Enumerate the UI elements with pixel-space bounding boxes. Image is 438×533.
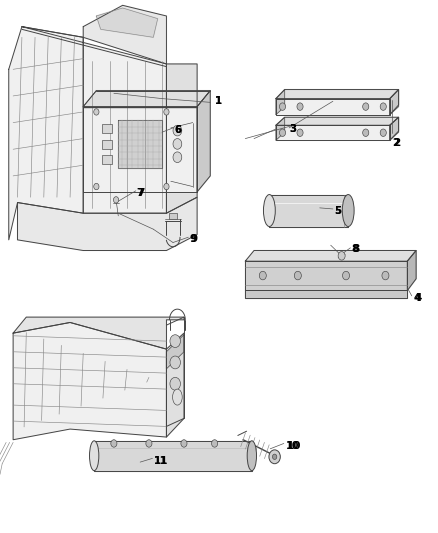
- Polygon shape: [276, 125, 390, 140]
- Circle shape: [382, 271, 389, 280]
- Circle shape: [94, 109, 99, 115]
- Polygon shape: [276, 99, 390, 115]
- Bar: [169, 213, 177, 219]
- Ellipse shape: [173, 389, 182, 405]
- Circle shape: [146, 440, 152, 447]
- Text: 9: 9: [190, 235, 197, 244]
- Circle shape: [181, 440, 187, 447]
- Text: 1: 1: [215, 96, 221, 106]
- Text: 7: 7: [137, 188, 143, 198]
- Circle shape: [272, 454, 277, 459]
- Text: 6: 6: [174, 125, 180, 134]
- Circle shape: [173, 139, 182, 149]
- Polygon shape: [18, 197, 197, 251]
- Circle shape: [380, 129, 386, 136]
- Text: 2: 2: [392, 138, 399, 148]
- Polygon shape: [83, 91, 210, 107]
- Text: 7: 7: [137, 188, 145, 198]
- Text: 9: 9: [190, 235, 196, 244]
- Circle shape: [363, 129, 369, 136]
- Circle shape: [111, 440, 117, 447]
- Text: 5: 5: [335, 206, 342, 216]
- Polygon shape: [166, 335, 184, 369]
- Text: 6: 6: [174, 125, 182, 134]
- Polygon shape: [407, 251, 416, 290]
- Circle shape: [113, 197, 119, 203]
- Circle shape: [170, 356, 180, 369]
- Polygon shape: [166, 333, 184, 437]
- Polygon shape: [276, 117, 399, 125]
- Ellipse shape: [342, 195, 354, 227]
- Ellipse shape: [247, 441, 257, 471]
- Ellipse shape: [89, 441, 99, 471]
- Circle shape: [173, 125, 182, 136]
- Circle shape: [164, 109, 169, 115]
- Text: 3: 3: [289, 124, 296, 134]
- Polygon shape: [390, 117, 399, 140]
- Circle shape: [294, 271, 301, 280]
- Circle shape: [259, 271, 266, 280]
- Circle shape: [279, 103, 286, 110]
- Text: 3: 3: [289, 124, 297, 134]
- Polygon shape: [83, 107, 197, 192]
- Polygon shape: [94, 441, 252, 471]
- Polygon shape: [13, 317, 184, 349]
- Polygon shape: [118, 120, 162, 168]
- Text: 1: 1: [215, 96, 222, 106]
- Polygon shape: [245, 290, 407, 298]
- Polygon shape: [96, 8, 158, 37]
- Circle shape: [343, 271, 350, 280]
- Polygon shape: [245, 261, 407, 290]
- Text: 2: 2: [393, 138, 400, 148]
- Circle shape: [380, 103, 386, 110]
- Text: 10: 10: [286, 441, 299, 450]
- Polygon shape: [22, 27, 166, 213]
- Text: 11: 11: [154, 456, 167, 465]
- Text: 10: 10: [286, 441, 301, 450]
- Polygon shape: [83, 5, 166, 64]
- Bar: [102, 124, 112, 133]
- Text: 11: 11: [154, 456, 169, 465]
- Circle shape: [297, 103, 303, 110]
- Circle shape: [338, 252, 345, 260]
- Circle shape: [173, 152, 182, 163]
- Polygon shape: [276, 117, 285, 140]
- Polygon shape: [13, 322, 166, 440]
- Circle shape: [279, 129, 286, 136]
- Circle shape: [170, 335, 180, 348]
- Text: 5: 5: [334, 206, 340, 216]
- Polygon shape: [166, 64, 197, 213]
- Text: 4: 4: [414, 294, 420, 303]
- Polygon shape: [197, 91, 210, 192]
- Circle shape: [212, 440, 218, 447]
- Polygon shape: [245, 251, 416, 261]
- Bar: [102, 155, 112, 164]
- Circle shape: [269, 450, 280, 464]
- Polygon shape: [9, 27, 83, 240]
- Polygon shape: [276, 90, 399, 99]
- Circle shape: [297, 129, 303, 136]
- Text: 8: 8: [352, 245, 360, 254]
- Polygon shape: [390, 90, 399, 115]
- Polygon shape: [390, 117, 399, 140]
- Circle shape: [170, 377, 180, 390]
- Circle shape: [363, 103, 369, 110]
- Circle shape: [164, 183, 169, 190]
- Polygon shape: [276, 90, 285, 115]
- Polygon shape: [269, 195, 348, 227]
- Bar: [102, 140, 112, 149]
- Polygon shape: [390, 90, 399, 115]
- Text: 4: 4: [415, 294, 422, 303]
- Text: 8: 8: [352, 245, 359, 254]
- Ellipse shape: [263, 195, 275, 227]
- Circle shape: [94, 183, 99, 190]
